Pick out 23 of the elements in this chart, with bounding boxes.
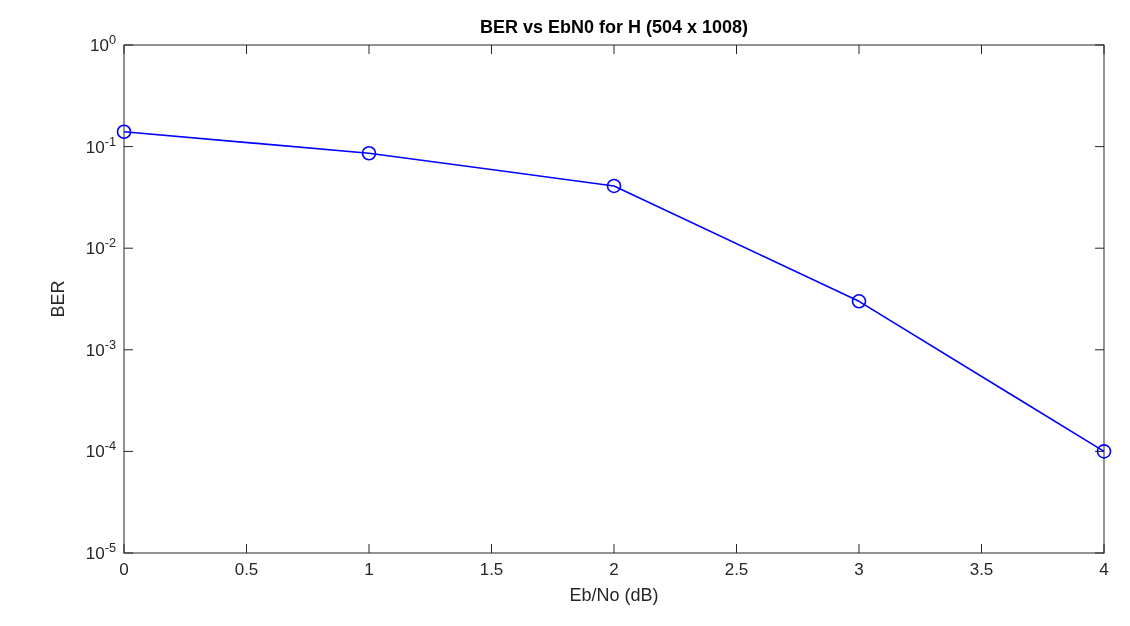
chart-title: BER vs EbN0 for H (504 x 1008) [479,17,749,37]
y-tick-label: 10$^{-4}$ [85,437,116,462]
point [361,145,377,161]
point [851,294,867,309]
y-tick-label: 10$^{-1}$ [85,133,116,157]
x-tick-label: 3 [854,560,864,579]
y-tick-label: 10$^{-5}$ [85,539,116,563]
y-tick-label: 10$^{-3}$ [85,336,116,360]
x-tick-label: 0.5 [234,560,259,579]
y-tick-label: 10$^{-2}$ [85,234,116,259]
x-tick-label: 2.5 [724,560,749,579]
y-tick-label: 10$^{0}$ [89,31,116,55]
point [116,124,132,140]
point [1096,444,1112,459]
x-tick-label: 0 [119,560,129,579]
point [606,178,622,194]
x-tick-label: 1 [364,560,374,579]
x-tick-label: 3.5 [969,560,994,579]
x-tick-label: 1.5 [479,560,504,579]
y-axis-title: BER [48,280,68,318]
x-axis-title: Eb/No (dB) [569,585,659,605]
x-tick-label: 4 [1099,560,1109,579]
x-tick-label: 2 [609,560,619,579]
